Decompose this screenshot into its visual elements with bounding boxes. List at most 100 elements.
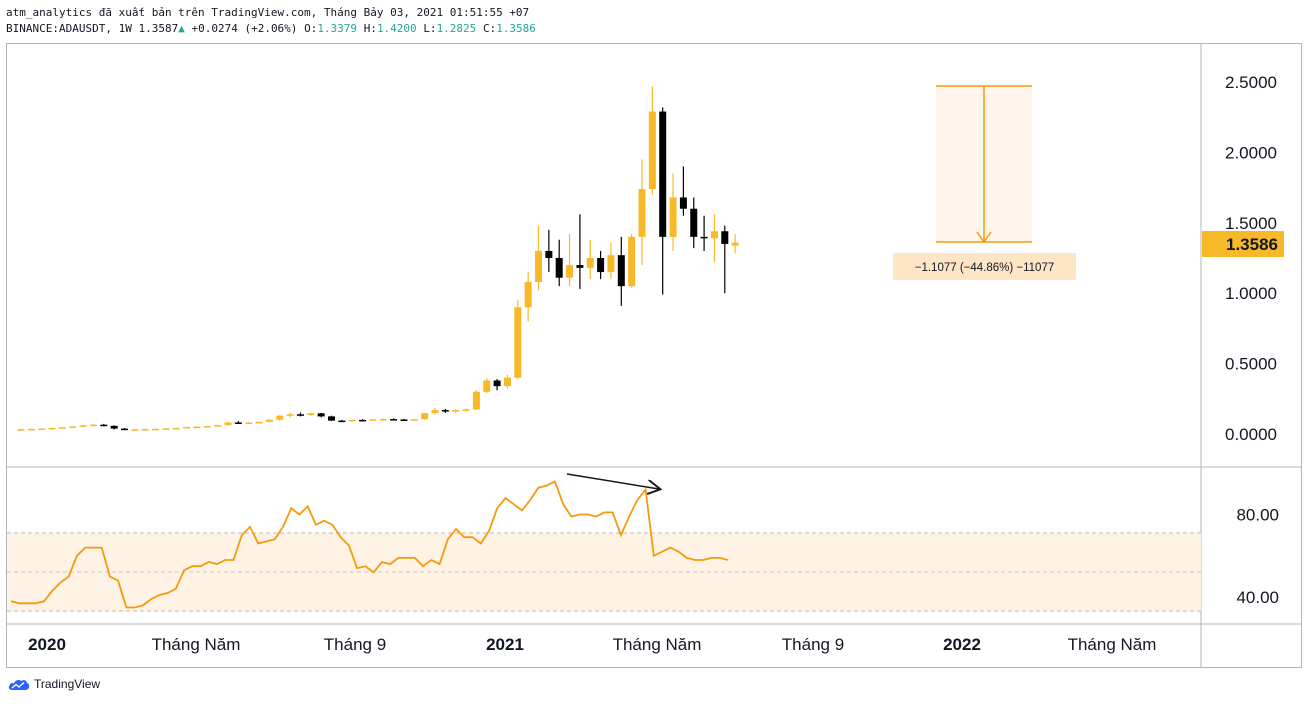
candle	[472, 390, 480, 411]
candle	[586, 239, 594, 280]
candle	[700, 215, 708, 251]
candle	[731, 234, 739, 254]
candle	[410, 418, 418, 421]
candle	[121, 428, 128, 431]
candle	[566, 234, 574, 287]
price-tick-label: 2.0000	[1225, 143, 1277, 162]
tradingview-logo[interactable]: TradingView	[8, 677, 100, 691]
candle	[307, 412, 315, 416]
candle	[131, 429, 139, 431]
candle	[576, 214, 584, 289]
open-value: 1.3379	[317, 22, 358, 35]
candle	[545, 229, 553, 273]
candle	[141, 428, 149, 431]
chart-frame[interactable]: −1.1077 (−44.86%) −11077 1.3586 2.5000 2.…	[6, 43, 1302, 668]
candle	[265, 419, 273, 423]
candle	[203, 425, 211, 428]
oscillator-layer	[10, 480, 729, 609]
candle	[286, 412, 294, 418]
footer-brand: TradingView	[34, 677, 101, 691]
current-price-label: 1.3586	[1226, 235, 1278, 254]
time-axis[interactable]: 2020 Tháng Năm Tháng 9 2021 Tháng Năm Tháng 9…	[28, 635, 1156, 654]
candle	[89, 424, 97, 427]
candle	[58, 426, 66, 429]
measure-label-box	[893, 253, 1076, 280]
measure-label: −1.1077 (−44.86%) −11077	[915, 262, 1055, 274]
candle	[390, 418, 398, 421]
candle	[503, 374, 511, 389]
candle	[224, 421, 232, 426]
candle	[110, 425, 118, 430]
time-tick-label: 2022	[943, 635, 981, 654]
candle	[400, 418, 408, 421]
time-tick-label: 2020	[28, 635, 66, 654]
candle	[276, 414, 284, 421]
candle	[255, 421, 263, 424]
candle	[524, 272, 532, 322]
candle	[79, 424, 87, 427]
price-tick-label: 0.5000	[1225, 355, 1277, 374]
low-value: 1.2825	[436, 22, 477, 35]
candle	[328, 415, 335, 422]
oscillator-axis[interactable]: 80.00 40.00	[1236, 506, 1279, 608]
candle	[648, 86, 656, 195]
oscillator-tick-label: 40.00	[1236, 588, 1279, 607]
time-tick-label: Tháng Năm	[613, 635, 702, 654]
close-label: C:	[482, 22, 497, 35]
last-price: 1.3587	[138, 22, 179, 35]
candle	[431, 407, 439, 415]
candle	[369, 418, 377, 421]
candle	[710, 214, 718, 263]
candle	[183, 426, 191, 429]
oscillator-tick-label: 80.00	[1236, 506, 1279, 525]
price-axis[interactable]: 2.5000 2.0000 1.5000 1.0000 0.5000 0.0000	[1225, 73, 1277, 444]
time-tick-label: Tháng Năm	[1068, 635, 1157, 654]
candle	[441, 408, 449, 413]
candle	[617, 236, 625, 306]
candle	[679, 166, 687, 216]
symbol-interval[interactable]: BINANCE:ADAUSDT, 1W	[6, 22, 132, 35]
candle	[27, 428, 35, 431]
low-label: L:	[423, 22, 437, 35]
measure-arrow-head-icon	[976, 231, 992, 244]
divergence-arrow[interactable]	[566, 473, 659, 489]
ohlc-line: BINANCE:ADAUSDT, 1W 1.3587▲ +0.0274 (+2.…	[6, 22, 536, 36]
oscillator-line	[10, 480, 729, 609]
candle	[48, 427, 56, 430]
candle	[721, 225, 729, 294]
current-price-tag	[1202, 231, 1284, 257]
open-label: O:	[304, 22, 318, 35]
time-tick-label: Tháng 9	[782, 635, 844, 654]
candle	[245, 421, 253, 425]
candles-layer	[17, 86, 739, 431]
tradingview-cloud-icon	[8, 679, 30, 690]
candle	[296, 412, 304, 417]
candle	[421, 412, 429, 420]
price-tick-label: 0.0000	[1225, 425, 1277, 444]
candle	[152, 428, 160, 431]
candle	[17, 428, 25, 431]
candle	[638, 159, 646, 266]
candle	[317, 412, 325, 418]
candle	[690, 197, 698, 249]
chart-canvas[interactable]: −1.1077 (−44.86%) −11077 1.3586 2.50002.…	[7, 44, 1301, 667]
candle	[514, 300, 522, 380]
candle	[69, 426, 77, 428]
candle	[493, 379, 501, 391]
up-arrow-icon: ▲	[178, 22, 185, 35]
candle	[234, 421, 242, 424]
high-label: H:	[363, 22, 377, 35]
candle	[38, 428, 46, 431]
time-tick-label: 2021	[486, 635, 524, 654]
price-change: +0.0274 (+2.06%)	[191, 22, 298, 35]
candle	[338, 419, 346, 423]
price-tick-label: 1.5000	[1225, 214, 1277, 233]
candle	[659, 107, 667, 295]
close-value: 1.3586	[496, 22, 536, 35]
time-tick-label: Tháng 9	[324, 635, 386, 654]
candle	[597, 250, 605, 280]
candle	[379, 418, 387, 421]
candle	[172, 427, 180, 430]
candle	[348, 419, 356, 422]
candle	[535, 225, 542, 291]
